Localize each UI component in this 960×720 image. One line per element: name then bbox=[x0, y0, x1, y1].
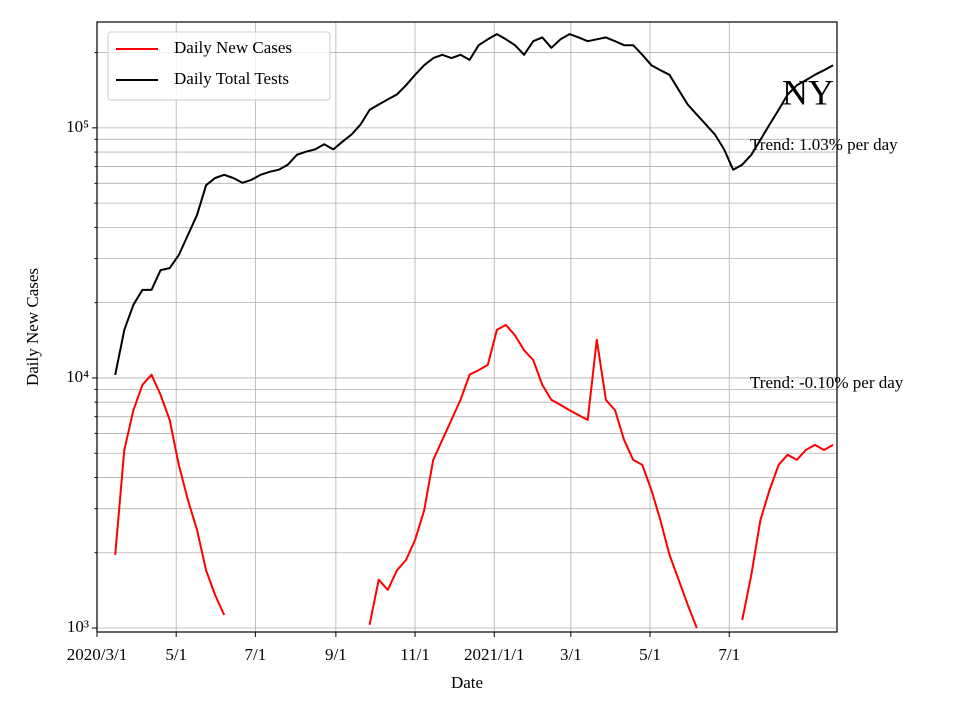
series-line bbox=[114, 33, 834, 376]
y-tick-label: 10⁵ bbox=[66, 117, 89, 136]
y-tick-label: 10³ bbox=[67, 617, 89, 636]
plot-frame bbox=[96, 21, 838, 633]
y-tick-label: 10⁴ bbox=[66, 367, 89, 386]
series-line bbox=[114, 323, 834, 629]
x-tick-label: 7/1 bbox=[245, 645, 267, 664]
x-axis-label: Date bbox=[451, 673, 483, 692]
annotation: Trend: -0.10% per day bbox=[750, 373, 904, 392]
x-tick-label: 11/1 bbox=[400, 645, 430, 664]
annotation: NY bbox=[782, 72, 834, 112]
legend-label: Daily New Cases bbox=[174, 38, 292, 57]
legend-box bbox=[107, 31, 331, 101]
legend-label: Daily Total Tests bbox=[174, 69, 289, 88]
x-tick-label: 2021/1/1 bbox=[464, 645, 524, 664]
x-tick-label: 7/1 bbox=[718, 645, 740, 664]
y-axis-label: Daily New Cases bbox=[23, 268, 42, 386]
x-tick-label: 3/1 bbox=[560, 645, 582, 664]
x-tick-label: 9/1 bbox=[325, 645, 347, 664]
x-tick-label: 5/1 bbox=[165, 645, 187, 664]
x-tick-label: 2020/3/1 bbox=[67, 645, 127, 664]
annotation: Trend: 1.03% per day bbox=[750, 135, 898, 154]
x-tick-label: 5/1 bbox=[639, 645, 661, 664]
